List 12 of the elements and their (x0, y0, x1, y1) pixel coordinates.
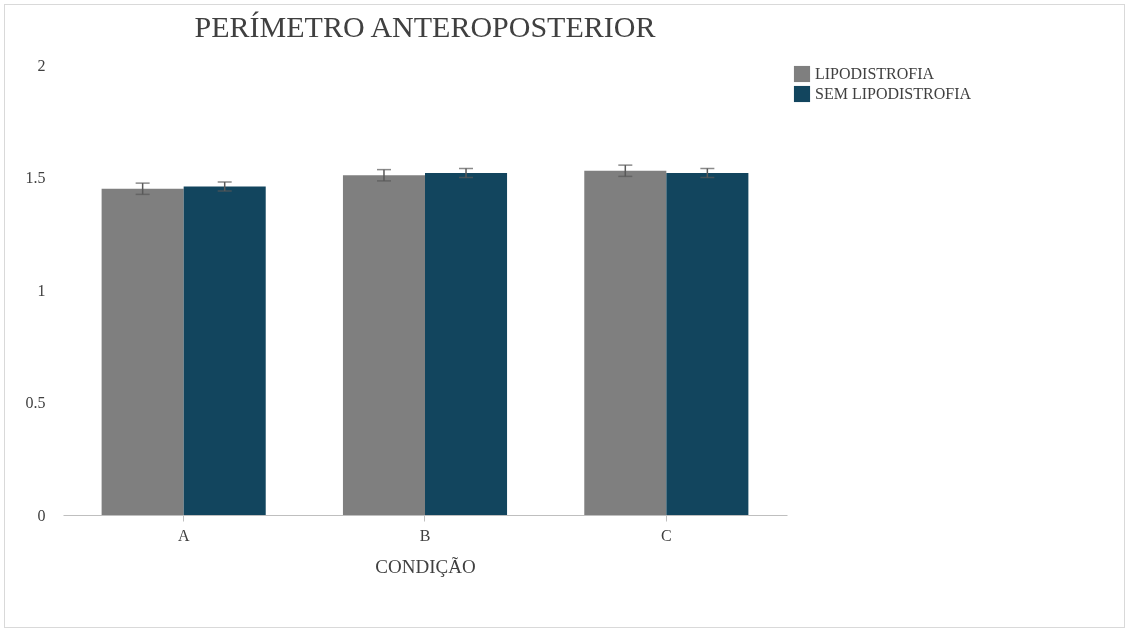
x-tick-label: A (177, 526, 190, 544)
legend-label: LIPODISTROFIA (815, 65, 935, 82)
x-tick-label: C (661, 526, 672, 544)
chart-title: PERÍMETRO ANTEROPOSTERIOR (194, 10, 656, 43)
y-tick-label: 0.5 (25, 394, 46, 411)
x-tick-label: B (419, 526, 431, 544)
y-tick-label: 1.5 (25, 169, 46, 186)
legend-label: SEM LIPODISTROFIA (815, 85, 972, 102)
x-axis-title: CONDIÇÃO (375, 555, 476, 577)
y-tick-label: 1 (37, 281, 46, 299)
y-tick-label: 2 (37, 56, 46, 74)
y-tick-label: 0 (37, 506, 46, 524)
